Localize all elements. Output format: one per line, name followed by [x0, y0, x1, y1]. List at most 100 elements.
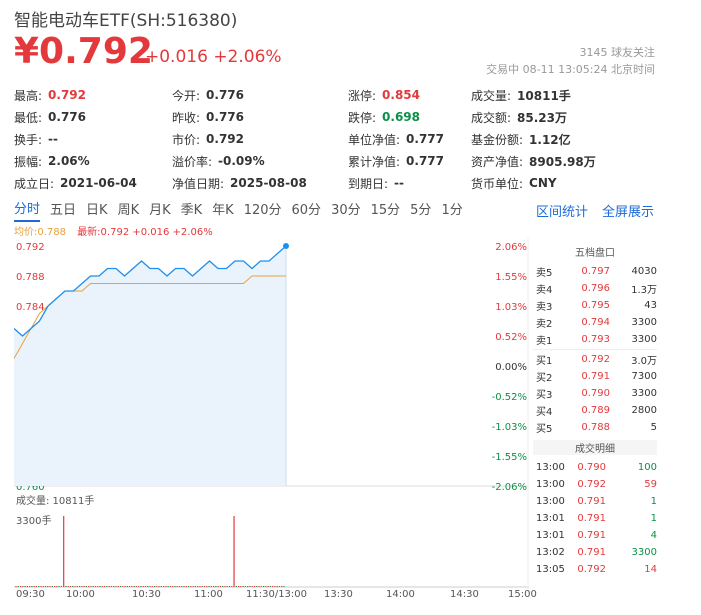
orderbook-qty: 43: [644, 300, 657, 311]
orderbook-level: 买2: [536, 373, 553, 384]
orderbook-sell-row: 卖2 0.794 3300: [533, 314, 657, 331]
stat-label: 成立日:: [14, 176, 55, 191]
chart-legend: 均价:0.788 最新:0.792 +0.016 +2.06%: [14, 223, 213, 238]
stat-value: CNY: [529, 176, 557, 190]
legend-avg: 均价:0.788: [14, 227, 66, 238]
tab-2[interactable]: 日K: [86, 203, 108, 218]
orderbook-level: 卖4: [536, 285, 553, 296]
tab-12[interactable]: 1分: [441, 203, 463, 218]
tab-7[interactable]: 120分: [243, 203, 282, 218]
stat-value: 0.792: [48, 88, 87, 102]
trade-price: 0.792: [577, 479, 606, 490]
stat-value: 0.776: [48, 110, 87, 124]
tab-8[interactable]: 60分: [291, 203, 322, 218]
y-right-label: -2.06%: [492, 482, 527, 493]
tab-4[interactable]: 月K: [149, 203, 171, 218]
stat-value: 0.776: [206, 88, 245, 102]
trade-time: 13:05: [536, 564, 565, 575]
orderbook-qty: 3300: [631, 334, 657, 345]
stat-label: 今开:: [172, 88, 201, 103]
trade-row: 13:00 0.791 1: [533, 493, 657, 510]
x-tick-label: 14:00: [386, 589, 415, 600]
stat-cell: 振幅: 2.06%: [14, 150, 172, 172]
trade-row: 13:01 0.791 1: [533, 510, 657, 527]
trade-row: 13:00 0.790 100: [533, 459, 657, 476]
stats-row: 最高: 0.792 今开: 0.776 涨停: 0.854 成交量: 10811手: [14, 84, 674, 106]
stat-cell: 基金份额: 1.12亿: [471, 128, 674, 150]
stats-row: 振幅: 2.06% 溢价率: -0.09% 累计净值: 0.777 资产净值: 8905.98…: [14, 150, 674, 172]
stat-value: 2021-06-04: [60, 176, 137, 190]
trade-row: 13:01 0.791 4: [533, 527, 657, 544]
y-right-label: 2.06%: [495, 242, 527, 253]
trade-time: 13:00: [536, 462, 565, 473]
volume-label: 成交量: 10811手: [16, 494, 94, 507]
y-right-label: 0.00%: [495, 362, 527, 373]
stat-value: 0.777: [406, 132, 445, 146]
stat-cell: 跌停: 0.698: [348, 106, 471, 128]
orderbook-price: 0.795: [581, 300, 610, 311]
tab-3[interactable]: 周K: [117, 203, 140, 218]
orderbook-level: 卖2: [536, 319, 553, 330]
trade-time: 13:01: [536, 530, 565, 541]
tab-0[interactable]: 分时: [14, 198, 41, 222]
y-left-label: 0.788: [16, 272, 45, 283]
stat-value: 0.854: [382, 88, 421, 102]
stat-cell: 今开: 0.776: [172, 84, 348, 106]
x-tick-label: 11:00: [194, 589, 223, 600]
orderbook-level: 买3: [536, 390, 553, 401]
y-left-label: 0.784: [16, 302, 45, 313]
stat-value: 85.23万: [517, 110, 568, 125]
orderbook-buy-row: 买3 0.790 3300: [533, 385, 657, 402]
tab-5[interactable]: 季K: [180, 203, 203, 218]
price-area: [14, 246, 286, 486]
trade-qty: 3300: [631, 547, 657, 558]
orderbook-sell-row: 卖1 0.793 3300: [533, 331, 657, 348]
y-right-label: -0.52%: [492, 392, 527, 403]
tab-1[interactable]: 五日: [50, 203, 77, 218]
intraday-chart[interactable]: 0.7922.06%0.7881.55%0.7841.03%0.7800.52%…: [14, 238, 529, 593]
x-tick-label: 13:30: [324, 589, 353, 600]
trade-time: 13:01: [536, 513, 565, 524]
trade-qty: 4: [650, 530, 657, 541]
stat-value: 0.777: [406, 154, 445, 168]
orderbook-divider: [533, 349, 657, 350]
stat-cell: 货币单位: CNY: [471, 172, 674, 194]
orderbook-price: 0.790: [581, 388, 610, 399]
fullscreen-button[interactable]: 全屏展示: [601, 204, 654, 220]
orderbook-price: 0.791: [581, 371, 610, 382]
stat-label: 货币单位:: [471, 176, 524, 191]
y-right-label: -1.03%: [492, 422, 527, 433]
stat-label: 净值日期:: [172, 176, 225, 191]
orderbook-qty: 3.0万: [631, 356, 657, 367]
tab-10[interactable]: 15分: [370, 203, 401, 218]
stat-cell: 溢价率: -0.09%: [172, 150, 348, 172]
trade-time: 13:02: [536, 547, 565, 558]
orderbook-level: 卖5: [536, 268, 553, 279]
stat-label: 最低:: [14, 110, 43, 125]
orderbook-sell-row: 卖4 0.796 1.3万: [533, 280, 657, 297]
time-axis: 09:30 10:00 10:30 11:00 11:30/13:00 13:30 14:0…: [14, 589, 537, 607]
range-stats-button[interactable]: 区间统计: [535, 204, 588, 220]
stat-label: 累计净值:: [348, 154, 401, 169]
stat-label: 成交量:: [471, 88, 512, 103]
stat-cell: 换手: --: [14, 128, 172, 150]
trade-qty: 1: [650, 496, 657, 507]
tab-11[interactable]: 5分: [410, 203, 432, 218]
orderbook-level: 买4: [536, 407, 553, 418]
tab-9[interactable]: 30分: [331, 203, 361, 218]
stat-cell: 累计净值: 0.777: [348, 150, 471, 172]
trade-price: 0.791: [577, 513, 606, 524]
stat-label: 昨收:: [172, 110, 201, 125]
order-book: 五档盘口 卖5 0.797 4030 卖4 0.796 1.3万 卖3 0.795 43 卖2 0.…: [533, 244, 657, 578]
stat-label: 成交额:: [471, 110, 512, 125]
stats-row: 最低: 0.776 昨收: 0.776 跌停: 0.698 成交额: 85.23万: [14, 106, 674, 128]
stat-label: 跌停:: [348, 110, 377, 125]
stat-value: 10811手: [517, 88, 571, 103]
x-tick-label: 14:30: [450, 589, 479, 600]
stat-cell: 成交额: 85.23万: [471, 106, 674, 128]
stat-label: 单位净值:: [348, 132, 401, 147]
y-right-label: 0.52%: [495, 332, 527, 343]
tab-6[interactable]: 年K: [212, 203, 234, 218]
legend-latest: 最新:0.792 +0.016 +2.06%: [77, 227, 213, 238]
orderbook-qty: 2800: [631, 405, 657, 416]
